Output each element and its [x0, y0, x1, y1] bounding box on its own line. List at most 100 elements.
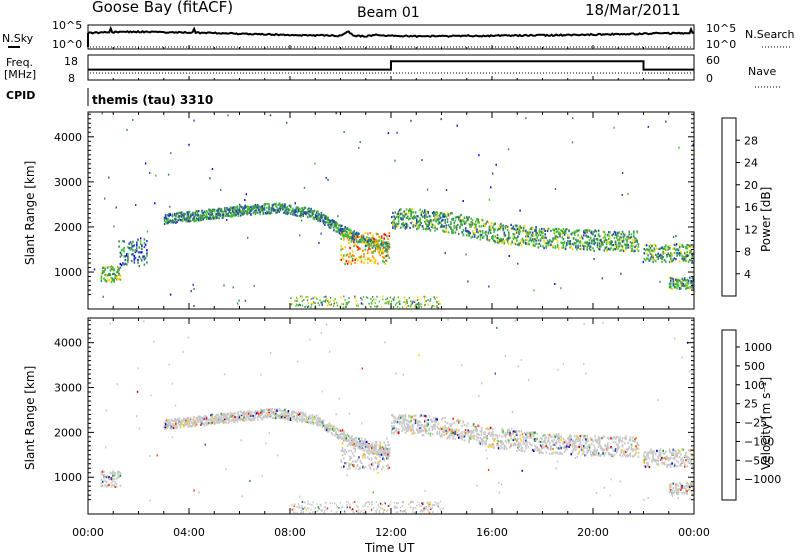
range-cell	[506, 229, 509, 232]
range-cell	[369, 248, 372, 251]
range-cell	[475, 228, 477, 231]
range-cell	[134, 250, 137, 254]
range-cell	[485, 230, 487, 233]
range-cell	[485, 427, 487, 431]
range-cell	[451, 429, 453, 432]
range-cell	[425, 296, 427, 298]
range-cell	[392, 223, 394, 226]
range-cell	[545, 242, 548, 245]
range-cell	[425, 222, 427, 225]
range-cell	[442, 229, 444, 232]
range-cell	[611, 240, 613, 243]
range-cell	[406, 426, 409, 429]
range-cell	[571, 231, 574, 234]
range-cell	[529, 238, 532, 241]
range-cell	[676, 243, 678, 246]
range-cell	[220, 209, 223, 212]
range-cell	[288, 413, 291, 416]
range-cell	[275, 412, 277, 416]
range-cell	[330, 226, 333, 229]
range-cell	[402, 218, 404, 221]
range-cell	[258, 205, 260, 208]
range-cell	[581, 237, 584, 240]
range-cell	[568, 230, 570, 233]
range-cell	[175, 221, 177, 224]
range-cell	[386, 449, 389, 452]
range-cell	[123, 255, 125, 258]
range-cell	[570, 438, 573, 441]
range-cell	[483, 440, 485, 443]
range-cell	[311, 421, 314, 424]
range-cell	[689, 251, 691, 254]
range-cell	[328, 422, 331, 425]
range-cell	[355, 244, 358, 247]
range-cell	[306, 419, 309, 422]
range-cell	[626, 448, 628, 451]
range-cell	[456, 124, 458, 127]
range-cell	[509, 434, 511, 437]
range-cell	[601, 277, 604, 280]
range-cell	[687, 254, 690, 257]
range-cell	[528, 431, 531, 434]
range-cell	[683, 284, 686, 288]
range-cell	[364, 238, 367, 241]
range-cell	[635, 437, 637, 440]
range-cell	[143, 245, 146, 249]
range-cell	[513, 438, 516, 441]
range-cell	[343, 430, 345, 434]
range-cell	[319, 214, 321, 217]
range-cell	[251, 419, 253, 422]
range-cell	[481, 230, 484, 233]
range-cell	[299, 209, 301, 212]
range-cell	[220, 207, 223, 210]
range-cell	[367, 261, 369, 264]
range-cell	[209, 215, 211, 218]
range-cell	[201, 419, 203, 422]
range-cell	[670, 277, 672, 280]
range-cell	[358, 235, 360, 239]
range-cell	[591, 232, 593, 235]
range-cell	[533, 235, 535, 238]
range-cell	[220, 414, 223, 418]
range-cell	[670, 282, 672, 285]
range-cell	[351, 254, 354, 257]
range-cell	[596, 439, 599, 442]
range-cell	[201, 416, 203, 419]
range-cell	[672, 236, 675, 238]
range-cell	[189, 213, 192, 216]
range-cell	[538, 448, 541, 451]
range-cell	[683, 252, 686, 255]
range-cell	[324, 223, 326, 226]
range-cell	[596, 245, 599, 248]
range-cell	[394, 416, 396, 419]
range-cell	[592, 239, 594, 242]
range-cell	[325, 428, 327, 431]
range-cell	[349, 229, 351, 232]
range-cell	[217, 214, 219, 217]
range-cell	[301, 207, 303, 210]
range-cell	[192, 418, 194, 421]
range-cell	[300, 219, 303, 222]
range-cell	[304, 211, 307, 214]
range-cell	[346, 301, 348, 304]
range-cell	[352, 239, 354, 242]
range-cell	[329, 223, 332, 226]
range-cell	[211, 421, 214, 424]
range-cell	[344, 226, 346, 229]
range-cell	[276, 211, 278, 214]
range-cell	[452, 417, 454, 420]
range-cell	[416, 303, 419, 306]
range-cell	[428, 415, 431, 418]
range-cell	[417, 423, 419, 426]
range-cell	[492, 437, 494, 440]
range-cell	[424, 304, 426, 306]
range-cell	[620, 451, 623, 454]
range-cell	[446, 436, 449, 439]
range-cell	[510, 434, 512, 437]
range-cell	[252, 205, 254, 209]
range-cell	[589, 437, 592, 440]
range-cell	[425, 419, 427, 422]
range-cell	[244, 199, 246, 201]
range-cell	[347, 228, 350, 231]
range-cell	[446, 220, 449, 223]
